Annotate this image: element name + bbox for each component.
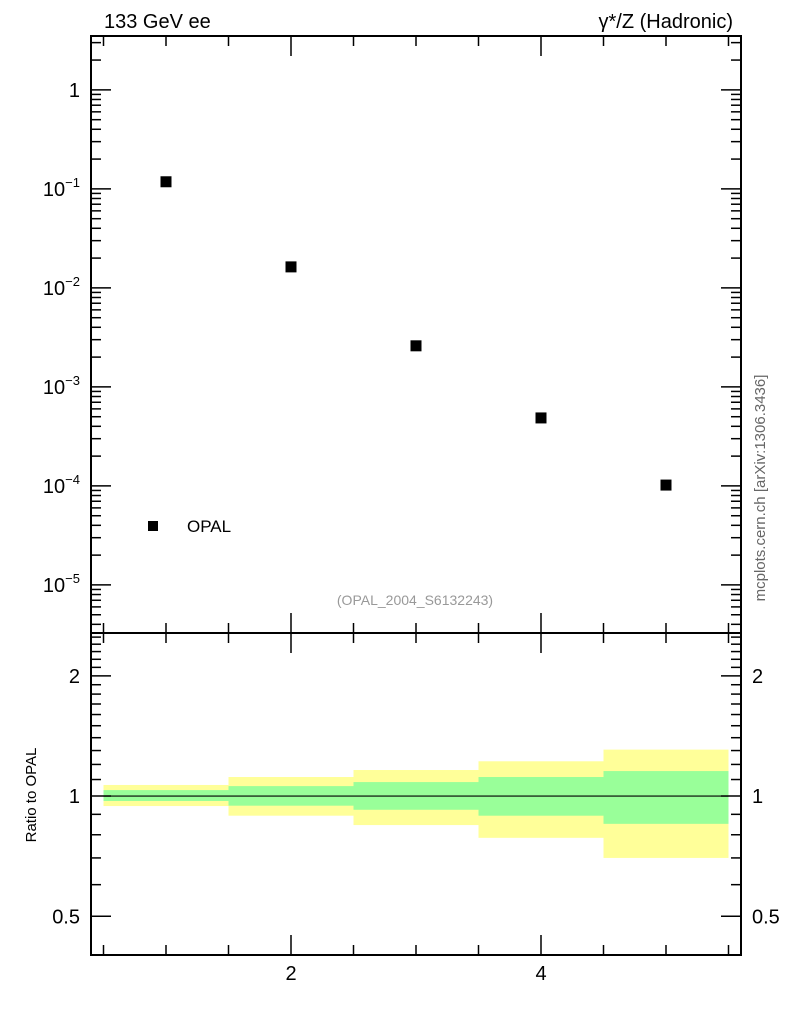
x-tick-label: 2 bbox=[285, 963, 296, 985]
data-point bbox=[285, 261, 297, 273]
y-tick-label-right: 2 bbox=[752, 666, 763, 688]
data-point bbox=[160, 176, 172, 188]
ratio-plot: 2 4 2 2 1 1 0.5 0.5 bbox=[52, 632, 780, 985]
ratio-ylabel: Ratio to OPAL bbox=[23, 748, 40, 843]
side-label: mcplots.cern.ch [arXiv:1306.3436] bbox=[752, 375, 769, 602]
band-inner bbox=[603, 771, 729, 824]
plot-frame bbox=[90, 35, 742, 634]
x-tick-label: 4 bbox=[535, 963, 546, 985]
y-tick-label: 1 bbox=[69, 80, 80, 102]
title-right: γ*/Z (Hadronic) bbox=[599, 11, 733, 33]
title-left: 133 GeV ee bbox=[104, 11, 211, 33]
y-tick-label: 10−4 bbox=[43, 472, 80, 498]
y-tick-label: 10−1 bbox=[43, 175, 80, 201]
y-tick-label-right: 0.5 bbox=[752, 906, 780, 928]
y-tick-label: 0.5 bbox=[52, 906, 80, 928]
data-point bbox=[410, 340, 422, 352]
data-point bbox=[660, 479, 672, 491]
y-tick-label-right: 1 bbox=[752, 786, 763, 808]
legend-label: OPAL bbox=[187, 517, 231, 536]
y-tick-label: 10−2 bbox=[43, 274, 80, 300]
watermark-annotation: (OPAL_2004_S6132243) bbox=[337, 592, 493, 608]
y-tick-label: 10−3 bbox=[43, 373, 80, 399]
y-tick-label: 2 bbox=[69, 666, 80, 688]
y-tick-label: 10−5 bbox=[43, 571, 80, 597]
y-tick-label: 1 bbox=[69, 786, 80, 808]
legend-marker bbox=[148, 521, 158, 531]
data-point bbox=[535, 412, 547, 424]
ratio-frame bbox=[90, 632, 742, 956]
